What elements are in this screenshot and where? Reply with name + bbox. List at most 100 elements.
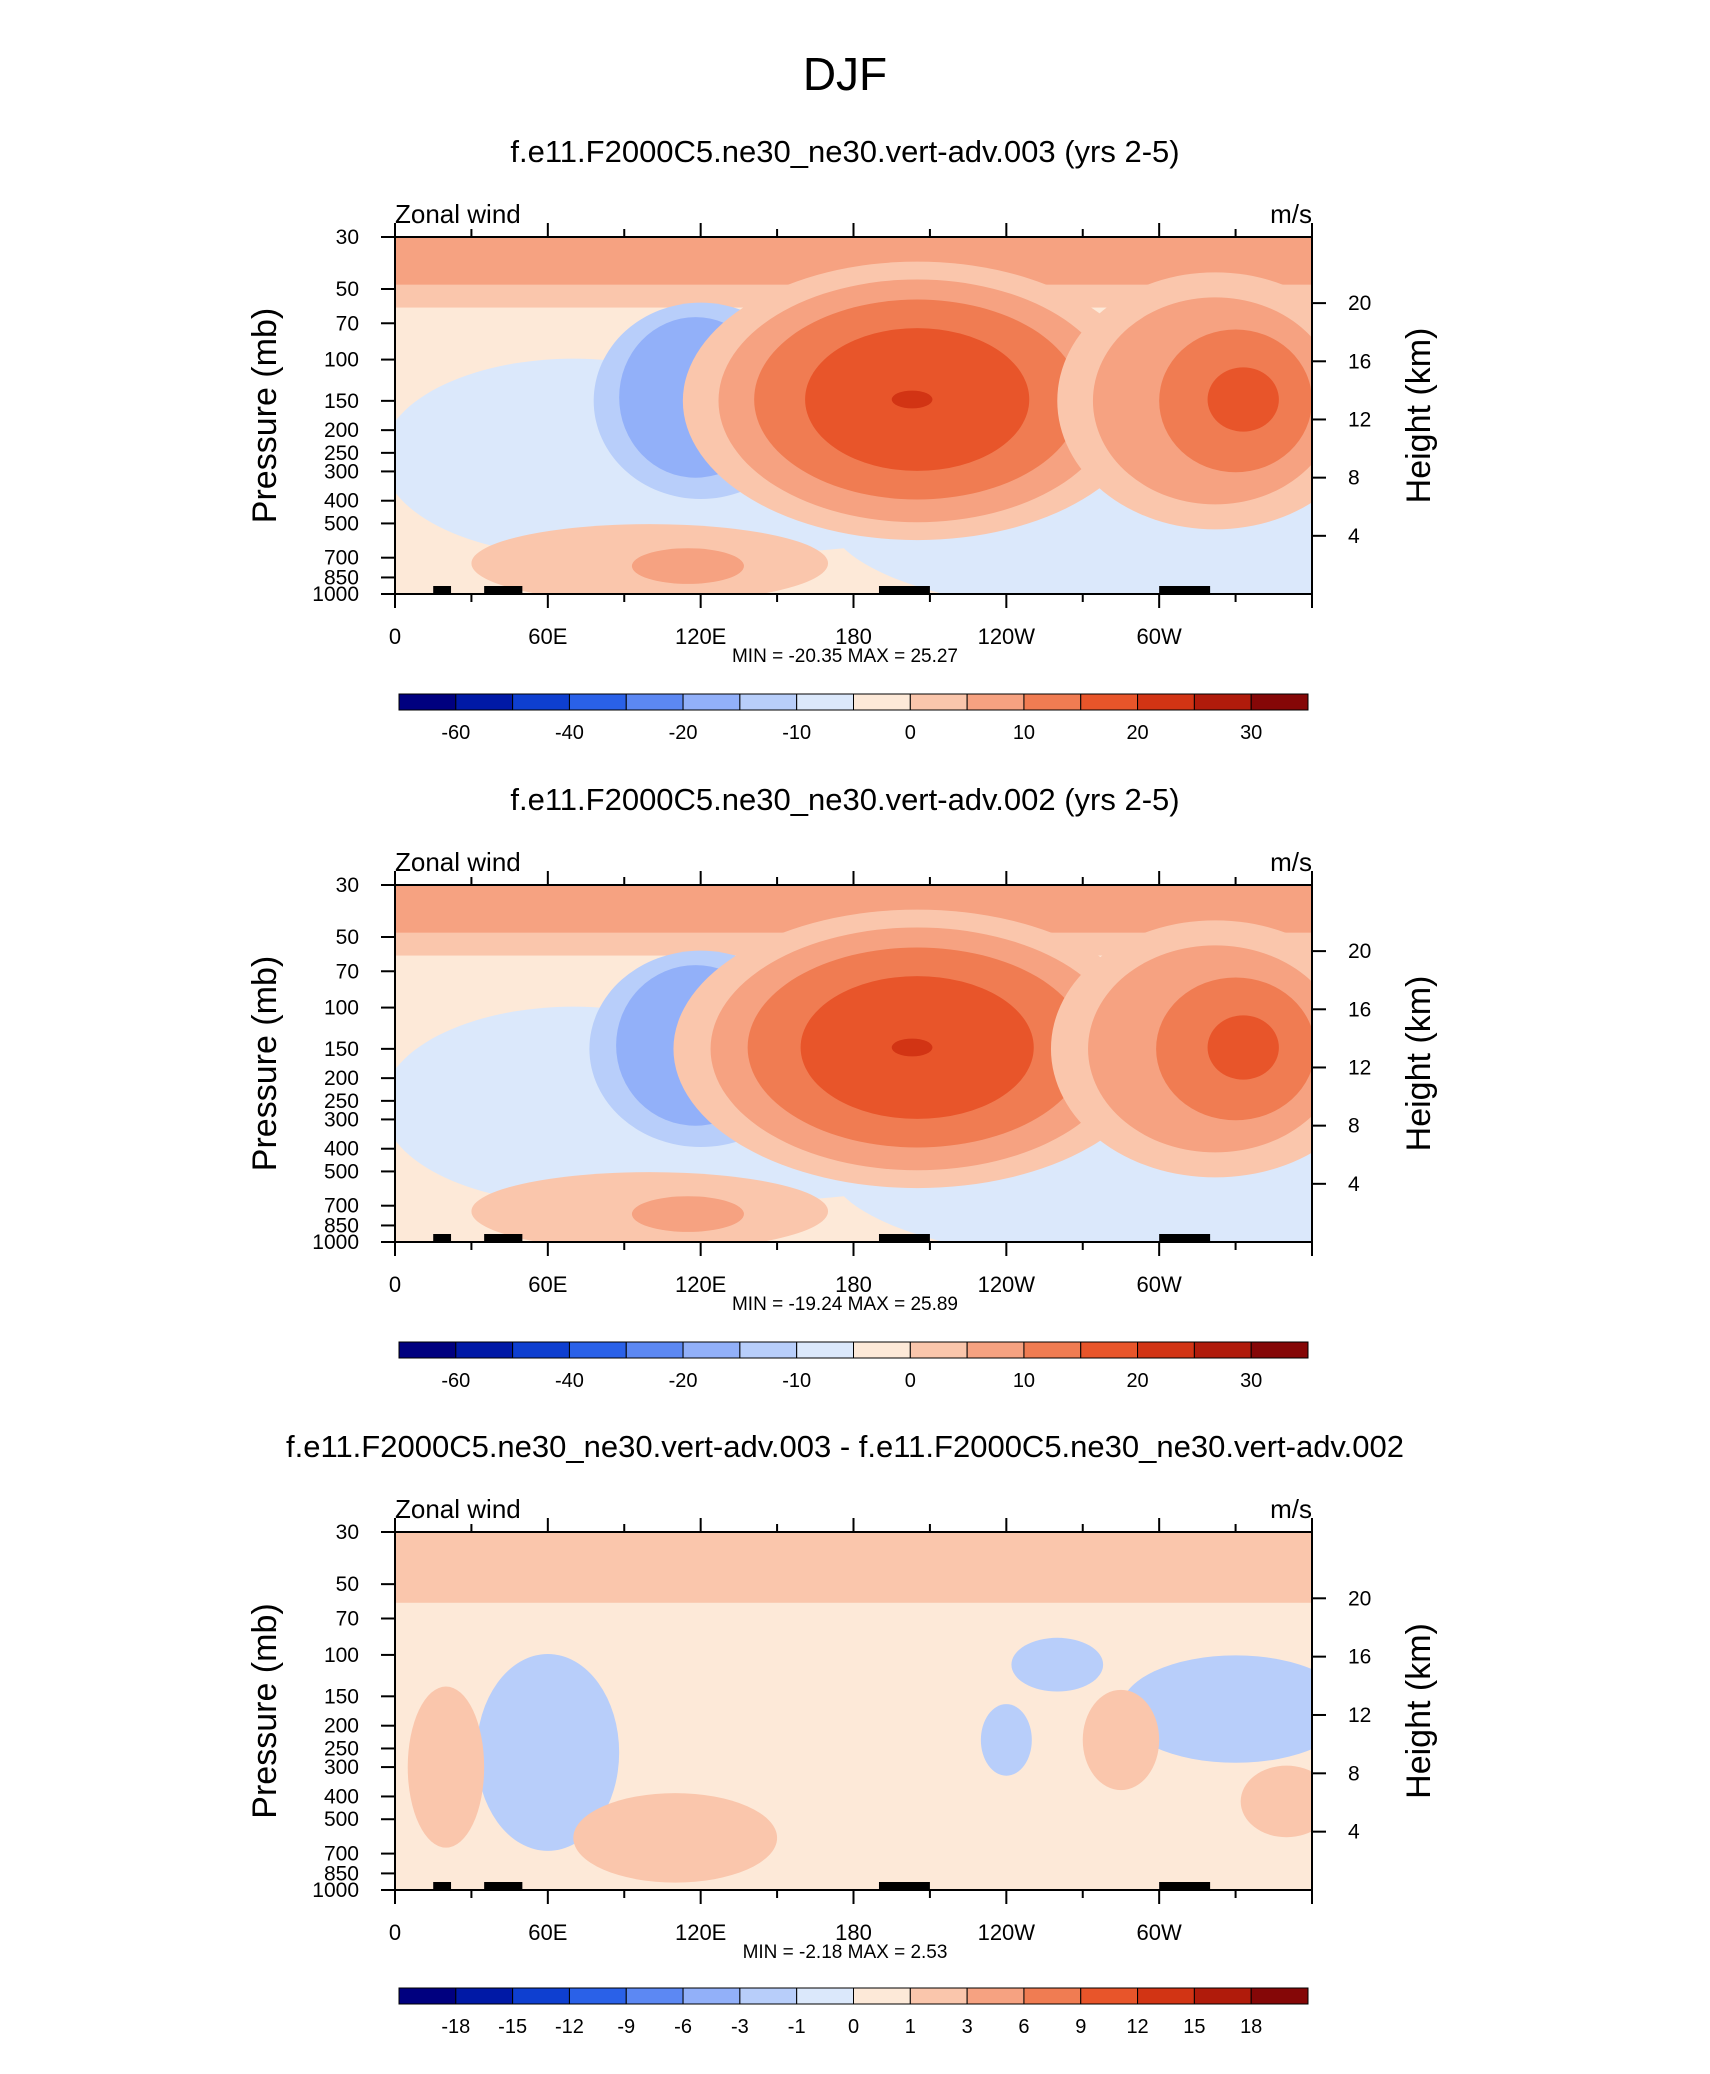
topography xyxy=(878,586,930,594)
colorbar-swatch xyxy=(1080,1341,1139,1359)
colorbar-swatch xyxy=(853,1987,911,2005)
colorbar-label: 10 xyxy=(1013,722,1035,744)
colorbar-swatch xyxy=(1250,693,1309,711)
colorbar-label: -40 xyxy=(555,1370,584,1392)
left-label: Zonal wind xyxy=(395,1494,521,1524)
colorbar-swatch xyxy=(1193,1987,1252,2005)
colorbar-swatch xyxy=(398,1341,457,1359)
field-contour xyxy=(631,1196,744,1232)
y-tick-label: 200 xyxy=(324,1067,359,1090)
panel-title: f.e11.F2000C5.ne30_ne30.vert-adv.003 (yr… xyxy=(510,134,1179,169)
y-right-tick-label: 16 xyxy=(1348,1646,1371,1669)
left-label: Zonal wind xyxy=(395,847,521,877)
plot-area xyxy=(395,1532,1312,1890)
colorbar-swatch xyxy=(1137,693,1195,711)
y-tick-label: 700 xyxy=(324,1195,359,1218)
y-axis-label: Pressure (mb) xyxy=(246,1603,284,1818)
y-tick-label: 50 xyxy=(336,926,359,949)
colorbar-label: 30 xyxy=(1240,1370,1262,1392)
topography xyxy=(1159,1234,1211,1242)
colorbar-swatch xyxy=(398,693,457,711)
colorbar-swatch xyxy=(966,1987,1025,2005)
x-tick-label: 60W xyxy=(1137,1272,1182,1297)
colorbar-swatch xyxy=(568,693,627,711)
panel-3: f.e11.F2000C5.ne30_ne30.vert-adv.003 - f… xyxy=(246,1429,1438,2038)
topography xyxy=(484,586,523,594)
field-contour xyxy=(1207,367,1279,432)
plot-area xyxy=(395,237,1312,594)
colorbar-swatch xyxy=(625,1987,684,2005)
colorbar-swatch xyxy=(853,1341,911,1359)
colorbar-label: -60 xyxy=(441,1370,470,1392)
y-tick-label: 850 xyxy=(324,566,359,589)
y-tick-label: 400 xyxy=(324,490,359,513)
colorbar-label: 15 xyxy=(1183,2016,1205,2038)
colorbar-label: 0 xyxy=(905,722,916,744)
colorbar-swatch xyxy=(1193,1341,1252,1359)
x-tick-label: 180 xyxy=(835,624,872,649)
colorbar-label: 20 xyxy=(1126,1370,1148,1392)
colorbar-swatch xyxy=(625,1341,684,1359)
colorbar-swatch xyxy=(909,1341,968,1359)
colorbar-label: 3 xyxy=(962,2016,973,2038)
colorbar-swatch xyxy=(1193,693,1252,711)
y-tick-label: 50 xyxy=(336,278,359,301)
colorbar-label: -6 xyxy=(674,2016,692,2038)
colorbar-swatch xyxy=(512,693,570,711)
y-tick-label: 700 xyxy=(324,1843,359,1866)
left-label: Zonal wind xyxy=(395,199,521,229)
y-right-tick-label: 16 xyxy=(1348,998,1371,1021)
colorbar-label: -20 xyxy=(669,1370,698,1392)
x-tick-label: 120E xyxy=(675,1272,726,1297)
y-right-tick-label: 20 xyxy=(1348,1587,1371,1610)
x-tick-label: 120W xyxy=(978,624,1036,649)
colorbar-swatch xyxy=(455,1987,514,2005)
topography xyxy=(484,1882,523,1890)
x-tick-label: 60E xyxy=(528,624,567,649)
colorbar-swatch xyxy=(796,1987,854,2005)
colorbar-label: -10 xyxy=(782,722,811,744)
colorbar-label: -10 xyxy=(782,1370,811,1392)
y-tick-label: 70 xyxy=(336,312,359,335)
colorbar-swatch xyxy=(739,1341,798,1359)
y-tick-label: 1000 xyxy=(312,583,359,606)
y-right-tick-label: 8 xyxy=(1348,467,1360,490)
panels: f.e11.F2000C5.ne30_ne30.vert-adv.003 (yr… xyxy=(246,134,1438,2038)
colorbar-swatch xyxy=(455,1341,514,1359)
y-right-axis-label: Height (km) xyxy=(1400,976,1438,1152)
field-contour xyxy=(573,1793,778,1883)
panel-1: f.e11.F2000C5.ne30_ne30.vert-adv.003 (yr… xyxy=(246,134,1438,744)
y-tick-label: 500 xyxy=(324,512,359,535)
y-right-tick-label: 8 xyxy=(1348,1762,1360,1785)
colorbar-label: 1 xyxy=(905,2016,916,2038)
y-tick-label: 400 xyxy=(324,1138,359,1161)
colorbar-label: 10 xyxy=(1013,1370,1035,1392)
field-contour xyxy=(1082,1689,1160,1791)
colorbar-swatch xyxy=(455,693,514,711)
y-tick-label: 1000 xyxy=(312,1231,359,1254)
y-right-tick-label: 20 xyxy=(1348,292,1371,315)
colorbar-label: 30 xyxy=(1240,722,1262,744)
min-max-label: MIN = -19.24 MAX = 25.89 xyxy=(732,1294,958,1315)
colorbar-swatch xyxy=(1080,1987,1139,2005)
topography xyxy=(878,1882,930,1890)
y-tick-label: 300 xyxy=(324,1756,359,1779)
colorbar-swatch xyxy=(1250,1987,1309,2005)
colorbar-label: -12 xyxy=(555,2016,584,2038)
topography xyxy=(1159,1882,1211,1890)
y-right-tick-label: 8 xyxy=(1348,1115,1360,1138)
field-contour xyxy=(891,390,933,409)
colorbar-swatch xyxy=(796,693,854,711)
y-tick-label: 30 xyxy=(336,874,359,897)
colorbar-label: -3 xyxy=(731,2016,749,2038)
topography xyxy=(433,1234,452,1242)
colorbar-label: 6 xyxy=(1018,2016,1029,2038)
field-contour xyxy=(476,1654,620,1851)
colorbar-swatch xyxy=(568,1987,627,2005)
units-label: m/s xyxy=(1270,199,1312,229)
colorbar-swatch xyxy=(739,1987,798,2005)
colorbar-swatch xyxy=(568,1341,627,1359)
topography xyxy=(433,1882,452,1890)
y-tick-label: 500 xyxy=(324,1160,359,1183)
y-right-tick-label: 12 xyxy=(1348,1056,1371,1079)
